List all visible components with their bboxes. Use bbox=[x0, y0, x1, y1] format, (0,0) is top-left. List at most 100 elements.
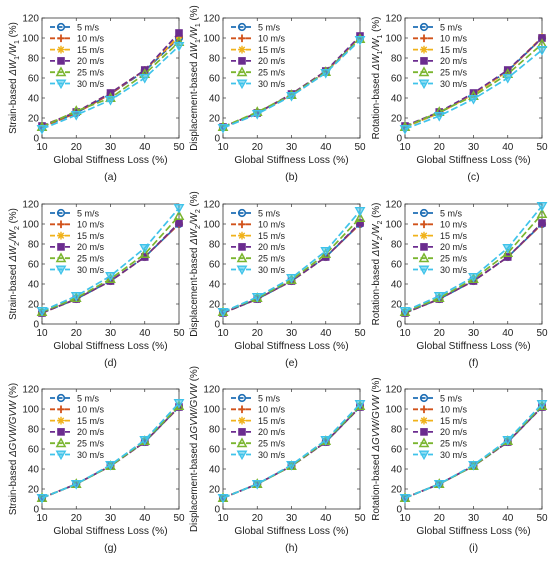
chart-panel: 0 20 40 60 80 100 120 10 20 30 40 50 Global Stiffnes… bbox=[8, 383, 185, 554]
y-tick-label: 20 bbox=[391, 114, 403, 125]
legend-marker bbox=[56, 208, 66, 218]
y-tick-label: 100 bbox=[22, 34, 39, 45]
legend-label: 15 m/s bbox=[440, 45, 468, 55]
legend-label: 5 m/s bbox=[77, 208, 100, 218]
legend-marker bbox=[55, 252, 67, 263]
x-tick-label: 40 bbox=[320, 328, 332, 339]
y-tick-label: 20 bbox=[209, 300, 221, 311]
legend-label: 10 m/s bbox=[440, 220, 468, 230]
panel-caption: (f) bbox=[469, 357, 479, 369]
y-axis-label-part: 1 bbox=[14, 56, 21, 60]
chart-panel: 0 20 40 60 80 100 120 10 20 30 40 50 Global Stiffnes… bbox=[8, 200, 185, 370]
y-tick-label: 20 bbox=[391, 300, 403, 311]
y-tick-label: 20 bbox=[391, 485, 403, 496]
y-tick-label: 40 bbox=[391, 465, 403, 476]
x-tick-label: 10 bbox=[217, 328, 229, 339]
plot-area bbox=[404, 203, 543, 325]
x-tick-label: 50 bbox=[173, 142, 185, 153]
x-tick-label: 20 bbox=[252, 513, 264, 524]
y-axis-label-part: /W bbox=[8, 228, 19, 243]
data-point bbox=[354, 36, 366, 46]
y-tick-label: 40 bbox=[209, 465, 221, 476]
plot-area bbox=[222, 388, 361, 510]
data-point bbox=[175, 29, 183, 37]
legend-marker bbox=[236, 66, 248, 77]
legend-marker bbox=[236, 437, 248, 448]
legend-marker bbox=[238, 243, 246, 251]
panel-caption: (i) bbox=[469, 542, 478, 554]
y-axis-label-part: Displacement-based bbox=[189, 440, 200, 532]
y-tick-label: 80 bbox=[209, 54, 221, 65]
data-point bbox=[36, 307, 48, 317]
legend-label: 10 m/s bbox=[258, 405, 286, 415]
y-tick-label: 120 bbox=[203, 14, 220, 25]
legend-marker bbox=[236, 265, 248, 276]
data-point bbox=[538, 219, 546, 227]
x-tick-label: 50 bbox=[536, 513, 548, 524]
y-axis-label-part: 1 bbox=[377, 50, 384, 54]
legend-marker bbox=[238, 34, 246, 43]
legend-marker bbox=[55, 265, 67, 276]
y-axis-label-part: 1 bbox=[377, 35, 384, 39]
legend-label: 20 m/s bbox=[440, 242, 468, 252]
legend-label: 10 m/s bbox=[258, 220, 286, 230]
y-axis-label-part: (%) bbox=[189, 366, 200, 384]
legend-marker bbox=[238, 220, 246, 229]
legend-label: 5 m/s bbox=[258, 393, 281, 403]
legend-label: 30 m/s bbox=[77, 265, 105, 275]
x-tick-label: 30 bbox=[105, 513, 117, 524]
x-tick-label: 10 bbox=[217, 142, 229, 153]
y-tick-label: 80 bbox=[391, 425, 403, 436]
legend-label: 30 m/s bbox=[77, 79, 105, 89]
legend-label: 25 m/s bbox=[77, 439, 105, 449]
y-axis-label-part: 2 bbox=[195, 225, 202, 229]
data-point bbox=[139, 248, 151, 259]
legend-label: 20 m/s bbox=[77, 242, 105, 252]
y-tick-label: 120 bbox=[203, 200, 220, 211]
legend-marker bbox=[57, 34, 65, 43]
y-tick-label: 40 bbox=[391, 94, 403, 105]
legend-label: 20 m/s bbox=[440, 56, 468, 66]
y-axis-label-part: Strain-based bbox=[8, 76, 19, 134]
legend-label: 20 m/s bbox=[258, 427, 286, 437]
y-tick-label: 60 bbox=[391, 445, 403, 456]
data-point bbox=[468, 95, 479, 105]
x-tick-label: 30 bbox=[468, 328, 480, 339]
y-axis-label-part: Rotation-based bbox=[371, 256, 382, 325]
legend-label: 5 m/s bbox=[440, 22, 463, 32]
y-axis-label-part: ΔGVW/GVW bbox=[8, 399, 19, 458]
y-axis-label-part: 2 bbox=[377, 221, 384, 225]
data-point bbox=[356, 219, 364, 227]
y-tick-label: 20 bbox=[209, 485, 221, 496]
data-point bbox=[399, 125, 411, 135]
data-point bbox=[468, 273, 479, 283]
legend-marker bbox=[57, 405, 65, 414]
y-axis-label-part: 2 bbox=[14, 242, 21, 246]
legend-marker bbox=[419, 393, 429, 403]
y-axis-label-part: 2 bbox=[377, 236, 384, 240]
legend-label: 10 m/s bbox=[77, 405, 105, 415]
data-point bbox=[70, 480, 82, 490]
legend-label: 20 m/s bbox=[440, 427, 468, 437]
y-axis-label-part: ΔGVW/GVW bbox=[371, 394, 382, 453]
data-point bbox=[286, 92, 297, 102]
data-point bbox=[502, 436, 514, 446]
y-axis-label-part: (%) bbox=[8, 383, 19, 401]
data-point bbox=[251, 110, 263, 120]
y-axis-label-part: (%) bbox=[189, 5, 200, 23]
legend-label: 30 m/s bbox=[258, 79, 286, 89]
data-point bbox=[105, 273, 116, 284]
data-point bbox=[354, 400, 366, 410]
legend-label: 30 m/s bbox=[258, 265, 286, 275]
data-point bbox=[536, 208, 548, 219]
y-tick-label: 60 bbox=[28, 74, 40, 85]
data-point bbox=[173, 204, 185, 214]
data-point bbox=[286, 274, 297, 284]
data-point bbox=[70, 292, 82, 302]
plot-area bbox=[41, 203, 180, 325]
x-tick-label: 40 bbox=[320, 142, 332, 153]
y-tick-label: 60 bbox=[209, 445, 221, 456]
data-point bbox=[286, 461, 297, 471]
legend-label: 10 m/s bbox=[440, 405, 468, 415]
y-tick-label: 0 bbox=[33, 320, 39, 331]
